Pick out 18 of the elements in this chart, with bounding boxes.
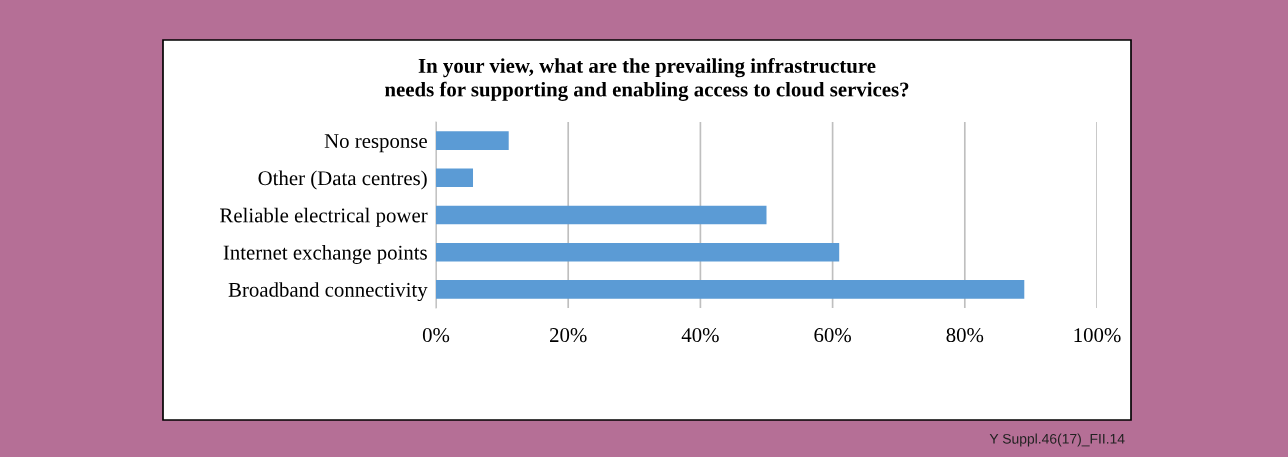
bar — [436, 280, 1025, 299]
x-tick-label: 60% — [814, 328, 851, 343]
x-tick-label: 20% — [550, 328, 587, 343]
chart-title: In your view, what are the prevailing infrastructure needs for supporting and enabling access to cloud services? — [385, 58, 909, 101]
x-tick-label: 0% — [422, 328, 450, 343]
bar — [436, 205, 767, 225]
y-tick-label: No response — [324, 134, 427, 153]
bar — [436, 242, 840, 262]
y-tick-label: Internet exchange points — [223, 244, 427, 264]
x-tick-label: 100% — [1074, 328, 1121, 343]
y-tick-label: Broadband connectivity — [228, 282, 428, 302]
x-tick-label: 40% — [681, 328, 719, 343]
bar — [436, 168, 474, 188]
bar — [436, 131, 509, 150]
text: Y Suppl.46(17)_FII.14 — [989, 433, 1125, 447]
y-tick-label: Other (Data centres) — [258, 170, 427, 190]
x-tick-label: 80% — [946, 328, 984, 343]
y-tick-label: Reliable electrical power — [220, 207, 428, 227]
